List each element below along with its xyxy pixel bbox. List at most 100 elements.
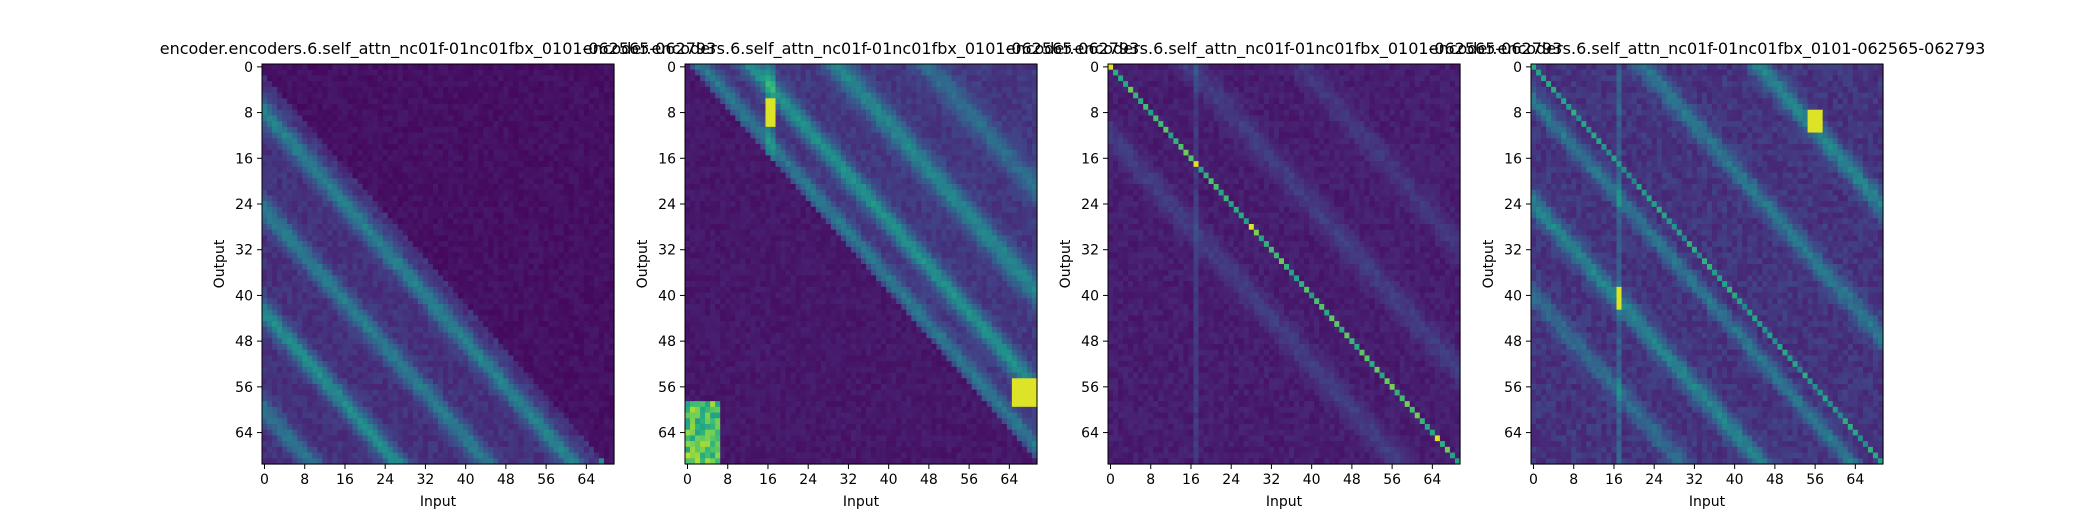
heatmap-cell: [342, 126, 349, 134]
heatmap-cell: [438, 161, 444, 168]
heatmap-cell: [453, 304, 459, 311]
heatmap-cell: [377, 286, 384, 294]
heatmap-cell: [598, 264, 605, 271]
heatmap-cell: [598, 252, 605, 259]
heatmap-cell: [443, 389, 449, 397]
heatmap-cell: [332, 109, 339, 117]
heatmap-cell: [538, 64, 545, 71]
heatmap-cell: [302, 412, 308, 419]
heatmap-cell: [347, 144, 354, 151]
heatmap-cell: [397, 309, 404, 317]
heatmap-cell: [262, 281, 268, 288]
heatmap-cell: [568, 149, 575, 157]
heatmap-cell: [357, 224, 364, 231]
heatmap-cell: [538, 458, 545, 465]
heatmap-cell: [367, 206, 374, 214]
heatmap-cell: [593, 321, 600, 328]
heatmap-cell: [448, 458, 454, 465]
heatmap-cell: [307, 178, 313, 185]
heatmap-cell: [588, 224, 595, 231]
heatmap-cell: [417, 144, 424, 151]
heatmap-cell: [568, 64, 575, 71]
heatmap-cell: [533, 435, 540, 442]
heatmap-cell: [468, 349, 474, 357]
heatmap-cell: [518, 384, 525, 391]
heatmap-cell: [272, 121, 278, 128]
heatmap-cell: [538, 378, 545, 385]
heatmap-cell: [357, 269, 364, 277]
heatmap-cell: [402, 212, 409, 219]
heatmap-cell: [598, 338, 605, 345]
heatmap-cell: [583, 189, 590, 197]
heatmap-cell: [402, 75, 409, 82]
heatmap-cell: [362, 264, 369, 271]
heatmap-cell: [453, 161, 459, 168]
heatmap-cell: [387, 304, 394, 311]
heatmap-cell: [387, 235, 394, 242]
heatmap-cell: [377, 235, 384, 242]
heatmap-cell: [272, 178, 278, 185]
heatmap-cell: [598, 304, 605, 311]
heatmap-cell: [367, 344, 374, 351]
heatmap-cell: [533, 292, 540, 299]
heatmap-cell: [588, 349, 595, 357]
heatmap-cell: [553, 155, 560, 162]
heatmap-cell: [523, 275, 530, 282]
heatmap-cell: [302, 366, 308, 374]
heatmap-cell: [563, 389, 570, 397]
heatmap-cell: [558, 224, 565, 231]
heatmap-cell: [417, 201, 424, 208]
heatmap-cell: [397, 349, 404, 357]
heatmap-cell: [578, 104, 585, 111]
heatmap-cell: [422, 412, 429, 419]
heatmap-cell: [347, 401, 354, 408]
heatmap-cell: [412, 326, 419, 334]
heatmap-cell: [427, 258, 434, 265]
heatmap-cell: [307, 406, 313, 414]
heatmap-cell: [272, 418, 278, 425]
heatmap-cell: [327, 401, 333, 408]
heatmap-cell: [458, 246, 464, 254]
heatmap-cell: [337, 189, 344, 197]
heatmap-cell: [593, 372, 600, 379]
heatmap-cell: [458, 178, 464, 185]
heatmap-cell: [473, 178, 479, 185]
heatmap-cell: [513, 349, 520, 357]
heatmap-cell: [422, 229, 429, 237]
heatmap-cell: [518, 201, 525, 208]
heatmap-cell: [443, 429, 449, 437]
heatmap-cell: [583, 389, 590, 397]
heatmap-cell: [282, 378, 288, 385]
heatmap-cell: [327, 81, 333, 88]
heatmap-cell: [468, 178, 474, 185]
heatmap-cell: [397, 155, 404, 162]
heatmap-cell: [332, 86, 339, 94]
heatmap-cell: [508, 224, 515, 231]
heatmap-cell: [292, 452, 298, 459]
heatmap-cell: [608, 235, 615, 242]
heatmap-cell: [578, 424, 585, 431]
heatmap-cell: [277, 115, 283, 122]
heatmap-cell: [427, 252, 434, 259]
heatmap-cell: [392, 98, 399, 105]
heatmap-cell: [483, 104, 489, 111]
heatmap-cell: [307, 258, 313, 265]
heatmap-cell: [573, 384, 580, 391]
heatmap-cell: [588, 98, 595, 105]
heatmap-cell: [282, 418, 288, 425]
heatmap-cell: [543, 361, 550, 368]
heatmap-cell: [337, 264, 344, 271]
heatmap-cell: [307, 109, 313, 117]
heatmap-cell: [523, 166, 530, 174]
heatmap-cell: [568, 184, 575, 191]
heatmap-cell: [573, 332, 580, 339]
heatmap-cell: [397, 172, 404, 179]
heatmap-cell: [302, 355, 308, 362]
heatmap-cell: [267, 452, 273, 459]
heatmap-cell: [513, 269, 520, 277]
heatmap-cell: [392, 246, 399, 254]
heatmap-cell: [593, 412, 600, 419]
heatmap-cell: [513, 161, 520, 168]
heatmap-cell: [277, 395, 283, 402]
heatmap-cell: [493, 121, 499, 128]
